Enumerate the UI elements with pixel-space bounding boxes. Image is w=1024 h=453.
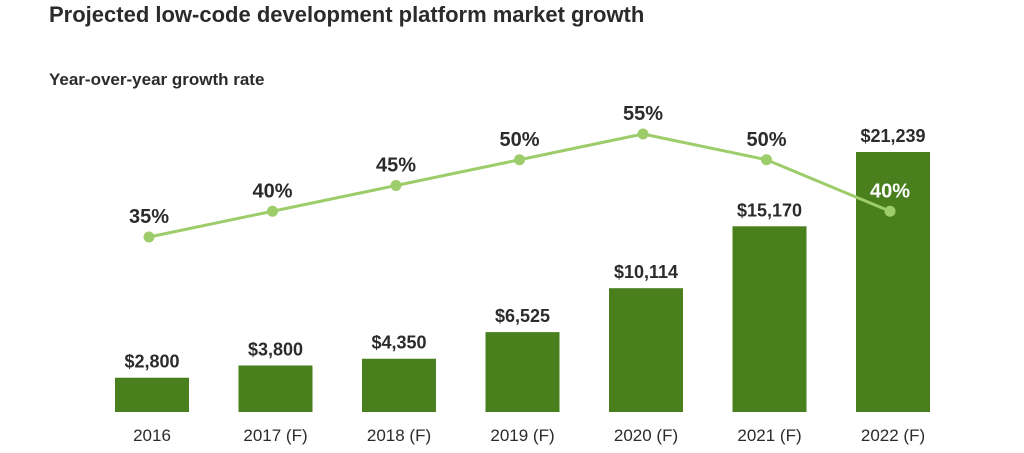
x-tick-label: 2016 [133, 426, 171, 445]
bars-layer [115, 152, 930, 412]
x-tick-label: 2021 (F) [737, 426, 801, 445]
bar-2017-f [238, 365, 313, 412]
growth-rate-label: 55% [623, 103, 663, 125]
bar-2018-f [362, 358, 436, 412]
chart-title: Projected low-code development platform … [49, 2, 645, 27]
growth-rate-point [637, 128, 649, 140]
bar-value-label: $10,114 [614, 262, 678, 282]
bar-value-label: $6,525 [495, 306, 550, 326]
bar-2022-f [856, 152, 930, 412]
growth-rate-point [514, 154, 525, 166]
bar-value-label: $4,350 [371, 333, 426, 353]
bar-value-label: $2,800 [124, 352, 179, 372]
x-tick-label: 2020 (F) [614, 426, 678, 445]
growth-rate-point [390, 180, 402, 191]
growth-rate-point [267, 205, 278, 217]
growth-rate-point [761, 154, 772, 166]
bar-2019-f [485, 332, 560, 412]
growth-rate-point [884, 205, 896, 217]
growth-line-layer [143, 128, 896, 243]
bar-2016 [115, 377, 189, 412]
x-tick-label: 2018 (F) [367, 426, 431, 445]
bar-value-label: $3,800 [248, 339, 303, 359]
growth-rate-label: 50% [746, 129, 786, 151]
x-tick-label: 2019 (F) [490, 426, 554, 445]
bar-value-label: $21,239 [860, 126, 925, 146]
bar-value-label: $15,170 [737, 200, 802, 220]
chart-subtitle: Year-over-year growth rate [49, 70, 265, 89]
growth-rate-label: 35% [129, 206, 169, 228]
growth-rate-point [143, 231, 155, 243]
growth-rate-label: 40% [870, 180, 910, 202]
x-tick-label: 2017 (F) [243, 426, 307, 445]
growth-rate-label: 45% [376, 155, 416, 177]
bar-2020-f [609, 288, 683, 412]
growth-rate-label: 40% [252, 180, 292, 202]
labels-layer: $2,800 2016 $3,800 2017 (F) $4,350 2018 (F) $6… [124, 103, 925, 445]
growth-rate-label: 50% [499, 129, 539, 151]
bar-2021-f [732, 226, 807, 412]
x-tick-label: 2022 (F) [861, 426, 925, 445]
